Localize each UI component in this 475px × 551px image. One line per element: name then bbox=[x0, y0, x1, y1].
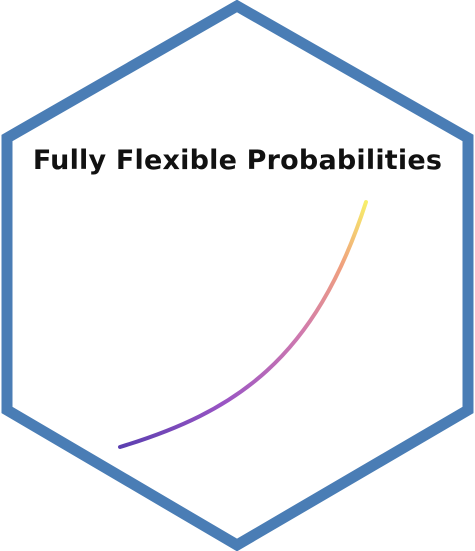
logo-title: Fully Flexible Probabilities bbox=[32, 145, 443, 176]
curve-line bbox=[118, 200, 368, 449]
